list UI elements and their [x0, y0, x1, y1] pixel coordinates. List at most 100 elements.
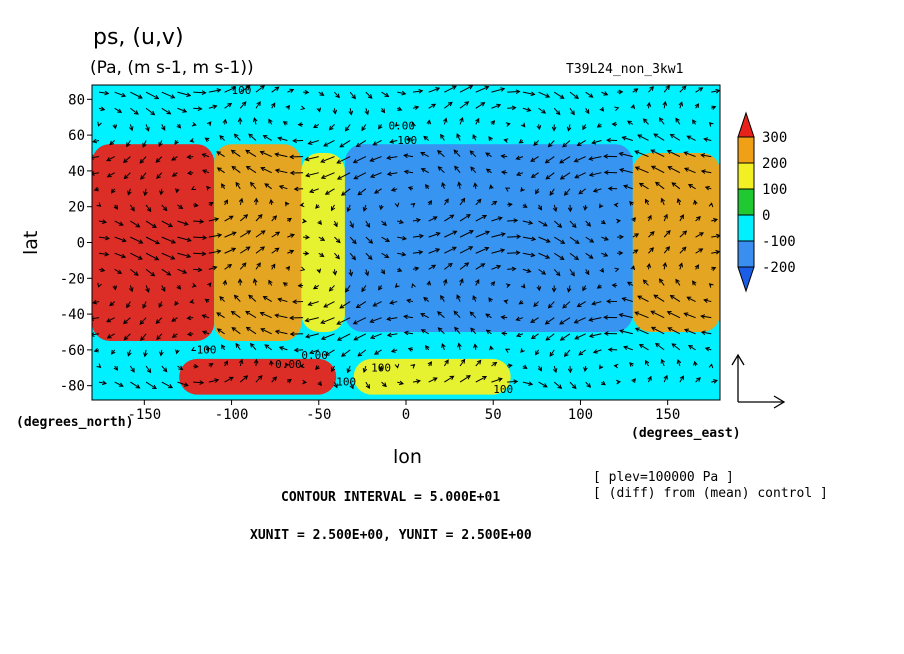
wind-arrow-head — [403, 169, 409, 175]
wind-arrow-head — [346, 207, 352, 213]
wind-arrow-head — [653, 133, 659, 138]
wind-arrow-head — [683, 151, 689, 156]
wind-arrow-shaft — [231, 311, 241, 319]
wind-arrow — [237, 117, 243, 125]
wind-arrow-head — [645, 198, 650, 204]
wind-arrow — [202, 169, 210, 174]
wind-arrow-head — [382, 382, 387, 388]
wind-arrow — [346, 365, 352, 374]
wind-arrow-head — [305, 172, 311, 178]
wind-arrow-head — [560, 239, 566, 244]
wind-arrow-shaft — [130, 236, 143, 244]
wind-arrow — [161, 91, 176, 99]
wind-arrow-head — [238, 358, 244, 364]
wind-arrow — [520, 348, 525, 353]
wind-arrow-head — [351, 255, 357, 261]
wind-arrow — [130, 252, 143, 260]
wind-arrow-head — [302, 218, 308, 224]
wind-arrow — [428, 264, 437, 270]
wind-arrow-shaft — [507, 252, 520, 254]
wind-arrow — [426, 280, 432, 286]
wind-arrow-head — [692, 119, 697, 125]
wind-arrow — [297, 122, 304, 127]
wind-arrow — [336, 333, 351, 341]
wind-arrow-head — [348, 271, 354, 277]
wind-arrow-head — [530, 91, 536, 97]
wind-arrow — [459, 85, 474, 93]
wind-arrow — [621, 135, 633, 141]
wind-arrow-head — [545, 175, 551, 180]
wind-arrow-shaft — [145, 365, 152, 373]
wind-arrow-head — [183, 382, 189, 387]
wind-arrow-shaft — [475, 247, 489, 254]
wind-arrow-shaft — [437, 311, 445, 319]
wind-arrow-head — [667, 327, 673, 332]
wind-arrow-shaft — [370, 333, 382, 339]
wind-arrow — [663, 213, 668, 222]
wind-arrow — [679, 230, 688, 238]
wind-arrow-shaft — [444, 375, 454, 383]
wind-arrow-head — [551, 287, 557, 293]
wind-arrow-head — [500, 87, 506, 92]
wind-arrow — [336, 156, 351, 164]
wind-arrow — [412, 250, 424, 255]
wind-arrow-head — [323, 303, 329, 308]
wind-arrow-head — [588, 317, 594, 322]
wind-arrow-head — [666, 311, 672, 316]
wind-arrow-shaft — [589, 317, 602, 321]
wind-arrow-head — [97, 121, 102, 127]
wind-arrow-head — [352, 159, 358, 164]
wind-arrow — [475, 85, 490, 93]
wind-arrow — [459, 214, 471, 222]
wind-arrow — [269, 198, 274, 205]
wind-arrow-head — [679, 375, 684, 381]
wind-arrow — [475, 102, 486, 109]
wind-arrow-head — [158, 141, 163, 147]
wind-arrow-shaft — [663, 246, 670, 254]
wind-arrow — [397, 106, 403, 111]
colorbar-swatch — [737, 162, 755, 190]
wind-arrow — [522, 252, 536, 258]
wind-arrow-shaft — [271, 215, 277, 222]
wind-arrow — [231, 326, 241, 335]
wind-arrow-shaft — [240, 85, 251, 93]
wind-arrow-head — [528, 220, 534, 225]
wind-arrow-shaft — [320, 317, 335, 324]
wind-arrow-head — [355, 303, 361, 309]
wind-arrow — [189, 299, 195, 304]
wind-arrow-head — [515, 155, 521, 161]
wind-arrow-shaft — [161, 381, 173, 389]
wind-arrow — [444, 262, 453, 270]
wind-arrow — [703, 298, 712, 303]
wind-arrow-head — [208, 363, 214, 368]
wind-arrow-shaft — [574, 317, 586, 324]
wind-arrow-head — [712, 379, 719, 384]
wind-arrow — [193, 267, 203, 273]
wind-arrow — [312, 123, 320, 129]
wind-arrow-head — [202, 330, 208, 335]
wind-arrow-shaft — [129, 365, 135, 373]
wind-arrow-head — [444, 198, 449, 204]
wind-arrow — [637, 134, 649, 141]
wind-arrow-head — [475, 117, 480, 123]
wind-arrow-head — [500, 248, 506, 253]
wind-arrow — [381, 381, 387, 388]
wind-arrow — [567, 204, 573, 213]
wind-arrow — [98, 267, 106, 273]
wind-arrow-head — [516, 171, 522, 177]
wind-arrow — [130, 236, 144, 244]
wind-arrow-head — [93, 347, 99, 353]
wind-arrow-head — [335, 254, 340, 260]
wind-arrow-shaft — [271, 86, 279, 93]
wind-arrow-head — [533, 302, 538, 308]
wind-arrow-shaft — [255, 85, 265, 93]
wind-arrow-shaft — [253, 117, 257, 125]
wind-arrow-head — [122, 319, 128, 325]
wind-arrow-head — [127, 190, 132, 196]
wind-arrow-head — [607, 347, 613, 353]
wind-arrow-head — [390, 348, 396, 353]
wind-arrow — [128, 124, 134, 132]
wind-arrow-head — [161, 125, 166, 131]
wind-arrow-head — [191, 283, 197, 288]
wind-arrow — [282, 121, 288, 126]
